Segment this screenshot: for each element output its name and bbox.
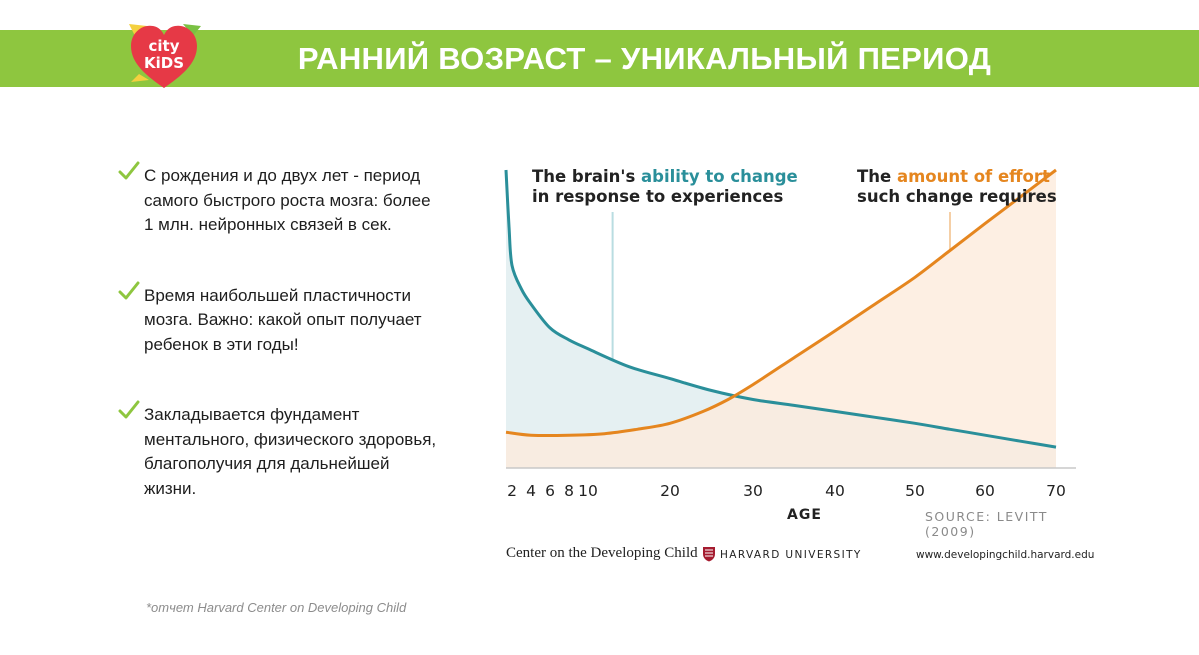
checkmark-icon bbox=[118, 161, 140, 180]
bullet-item: Закладывается фундамент ментального, физ… bbox=[118, 400, 438, 501]
series-line-effort bbox=[505, 168, 1057, 437]
bullet-text: Время наибольшей пластичности мозга. Важ… bbox=[144, 285, 422, 354]
annotation-effort-highlight: amount of effort bbox=[896, 167, 1050, 186]
x-tick-label: 30 bbox=[743, 482, 763, 500]
annotation-effort-line2: such change requires bbox=[857, 187, 1057, 206]
bullet-text: С рождения и до двух лет - период самого… bbox=[144, 166, 431, 234]
bullet-item: С рождения и до двух лет - период самого… bbox=[118, 161, 438, 238]
annotation-plasticity-line2: in response to experiences bbox=[532, 187, 784, 206]
checkmark-icon bbox=[118, 400, 140, 419]
brain-plasticity-chart: 2 4 6 8 10 20 30 40 50 60 70 The brain's ability t… bbox=[480, 150, 1100, 580]
series-area-effort bbox=[506, 170, 1056, 468]
bullet-list: С рождения и до двух лет - период самого… bbox=[118, 161, 438, 501]
header-band bbox=[0, 30, 1199, 87]
x-tick-label: 6 bbox=[545, 482, 555, 500]
harvard-shield-icon bbox=[703, 547, 715, 562]
credit-text: Center on the Developing Child bbox=[506, 545, 698, 561]
city-kids-logo: city KiDS bbox=[129, 24, 201, 88]
logo-line2: KiDS bbox=[144, 54, 184, 72]
x-tick-label: 40 bbox=[825, 482, 845, 500]
source-url: www.developingchild.harvard.edu bbox=[916, 549, 1095, 561]
x-axis-label: AGE bbox=[787, 507, 822, 523]
x-tick-label: 60 bbox=[975, 482, 995, 500]
annotation-plasticity-before: The brain's bbox=[532, 167, 642, 186]
x-tick-label: 4 bbox=[526, 482, 536, 500]
series-line-plasticity bbox=[504, 169, 1057, 449]
x-tick-label: 50 bbox=[905, 482, 925, 500]
annotation-plasticity: The brain's ability to change in respons… bbox=[532, 167, 798, 207]
x-tick-label: 20 bbox=[660, 482, 680, 500]
series-area-plasticity bbox=[506, 170, 1056, 468]
annotation-effort-before: The bbox=[857, 167, 897, 186]
bullet-item: Время наибольшей пластичности мозга. Важ… bbox=[118, 281, 438, 358]
x-tick-label: 8 bbox=[564, 482, 574, 500]
annotation-effort: The amount of effort such change require… bbox=[857, 167, 1057, 207]
institution-text: HARVARD UNIVERSITY bbox=[720, 549, 862, 561]
bullet-text: Закладывается фундамент ментального, физ… bbox=[144, 405, 437, 498]
x-tick-label: 70 bbox=[1046, 482, 1066, 500]
x-tick-label: 10 bbox=[578, 482, 598, 500]
chart-source: SOURCE: LEVITT (2009) bbox=[925, 509, 1048, 539]
annotation-plasticity-highlight: ability to change bbox=[641, 167, 798, 186]
x-tick-label: 2 bbox=[507, 482, 517, 500]
logo-line1: city bbox=[149, 37, 180, 55]
checkmark-icon bbox=[118, 281, 140, 299]
footnote: *отчет Harvard Center on Developing Chil… bbox=[146, 600, 407, 615]
chart-plot: 2 4 6 8 10 20 30 40 50 60 70 bbox=[504, 168, 1076, 500]
page-title: РАННИЙ ВОЗРАСТ – УНИКАЛЬНЫЙ ПЕРИОД bbox=[297, 41, 992, 76]
